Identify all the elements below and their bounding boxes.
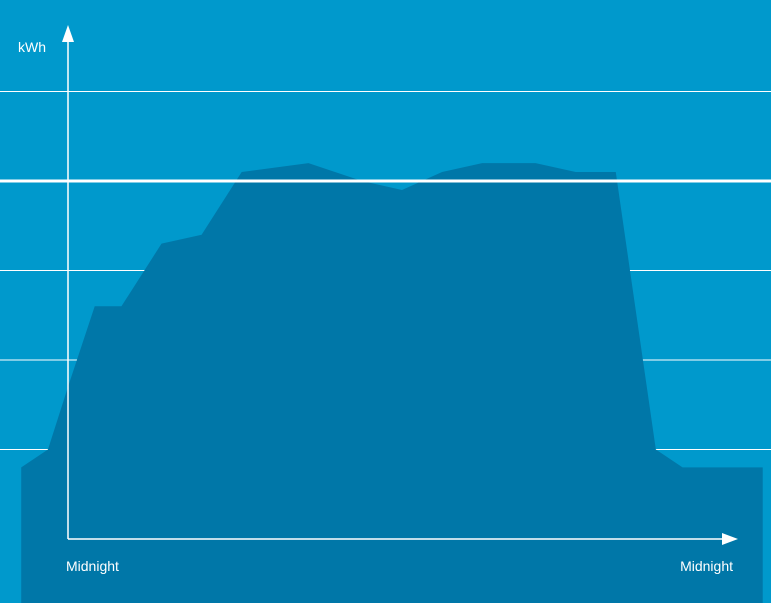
usage-area: [21, 163, 763, 603]
x-end-label: Midnight: [680, 558, 733, 574]
y-axis-arrow: [62, 25, 74, 42]
axes: [62, 25, 738, 545]
y-axis-label: kWh: [18, 39, 46, 55]
x-axis-arrow: [722, 533, 738, 545]
x-start-label: Midnight: [66, 558, 119, 574]
